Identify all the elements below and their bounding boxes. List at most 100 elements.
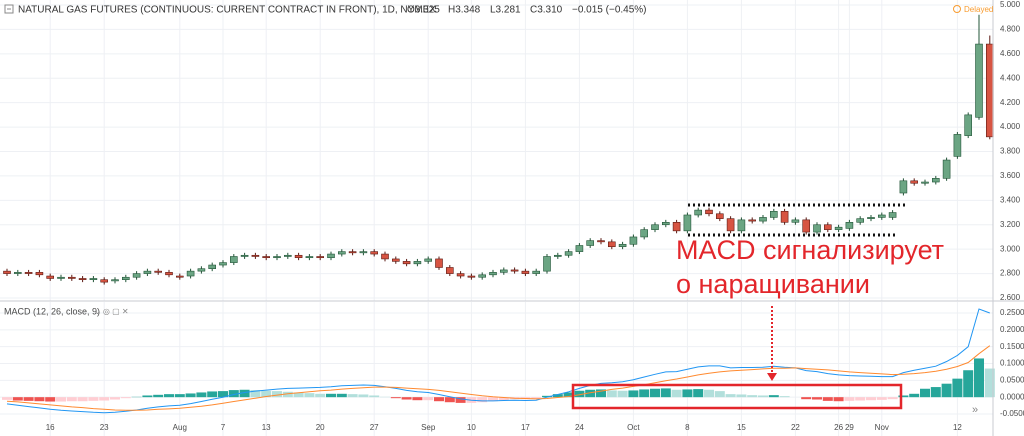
histogram-bar [844,397,855,401]
histogram-bar [347,394,358,398]
candle-body [273,256,281,259]
histogram-bar [110,397,120,400]
y-tick-label: 0.1000 [1000,359,1024,368]
histogram-bar [606,390,617,398]
histogram-bar [326,393,336,398]
candle-body [564,251,573,256]
candle-body [294,254,303,259]
candle-body [337,251,346,255]
histogram-bar [56,397,66,402]
candle-body [888,212,897,218]
candle-body [186,270,195,277]
candle-body [586,240,595,246]
histogram-bar [617,390,628,398]
candle-body [942,159,951,179]
indicator-menu[interactable]: ⌄ ◎ ▢ ✕ [94,307,129,316]
y-tick-label: 4.800 [1000,25,1021,34]
candle-body [813,224,821,233]
histogram-bar [12,397,23,401]
candle-body [327,253,335,259]
marks-layer [2,14,995,414]
histogram-bar [207,391,218,398]
histogram-bar [801,397,812,400]
y-tick-label: 0.0500 [1000,375,1024,384]
histogram-bar [812,397,822,400]
histogram-bar [758,395,768,398]
histogram-bar [120,397,131,399]
histogram-bar [660,388,671,398]
histogram-bar [833,397,844,402]
histogram-bar [855,397,866,401]
collapse-icon[interactable] [4,4,14,14]
y-tick-label: 3.600 [1000,171,1021,180]
y-tick-label: -0.0500 [1000,409,1024,418]
candle-body [381,253,389,260]
candle-body [14,272,22,274]
histogram-bar [282,391,293,398]
histogram-bar [574,390,585,398]
histogram-bar [736,394,747,398]
candle-body [964,114,973,136]
candle-body [618,243,627,248]
histogram-bar [142,395,153,398]
histogram-bar [412,397,423,401]
candle-body [856,218,865,223]
ohlc-close: C3.310 [530,5,563,16]
histogram-bar [498,397,509,401]
x-tick-label: 16 [46,423,55,432]
histogram-bar [272,391,282,398]
x-tick-label: Sep [421,423,436,432]
histogram-bar [45,397,56,402]
candle-body [24,272,33,274]
y-tick-label: 2.600 [1000,293,1021,302]
ohlc-change: −0.015 (−0.45%) [572,5,647,16]
histogram-bar [909,393,920,398]
x-tick-label: 7 [221,423,226,432]
histogram-bar [585,389,596,398]
candle-body [769,211,778,218]
candle-body [348,251,357,254]
histogram-bar [671,389,682,398]
candle-body [823,224,832,230]
candle-body [208,264,216,270]
histogram-bar [455,397,466,403]
histogram-bar [250,390,261,398]
candle-body [521,270,530,274]
candle-body [391,258,400,262]
histogram-bar [779,396,790,398]
y-tick-label: 2.800 [1000,269,1021,278]
x-tick-label: 24 [575,423,584,432]
histogram-bar [596,389,606,398]
y-tick-label: 3.200 [1000,220,1021,229]
ohlc-open: O3.325 [407,5,440,16]
candle-body [910,180,919,184]
candle-body [424,258,433,262]
candle-body [499,269,508,273]
candle-body [78,278,87,280]
candle-body [3,270,11,274]
candle-body [921,181,929,184]
histogram-bar [974,358,984,398]
candle-body [283,254,292,257]
candle-body [705,209,713,215]
histogram-bar [66,397,77,402]
histogram-bar [768,395,779,398]
candle-body [467,275,476,278]
y-tick-label: 3.800 [1000,147,1021,156]
candle-body [780,211,789,223]
histogram-bar [164,394,174,398]
candle-body [651,224,659,230]
scroll-right-button[interactable]: » [972,404,978,416]
histogram-bar [336,393,347,398]
candle-body [89,278,98,280]
candle-body [240,254,249,257]
histogram-bar [952,378,963,398]
x-tick-label: 29 [845,423,854,432]
y-tick-label: 4.000 [1000,122,1021,131]
delayed-icon [953,5,961,13]
annotation-layer: MACD сигнализирует о наращивании [571,203,944,410]
highlight-box [571,383,903,410]
candle-body [748,219,757,222]
histogram-bar [984,368,995,398]
